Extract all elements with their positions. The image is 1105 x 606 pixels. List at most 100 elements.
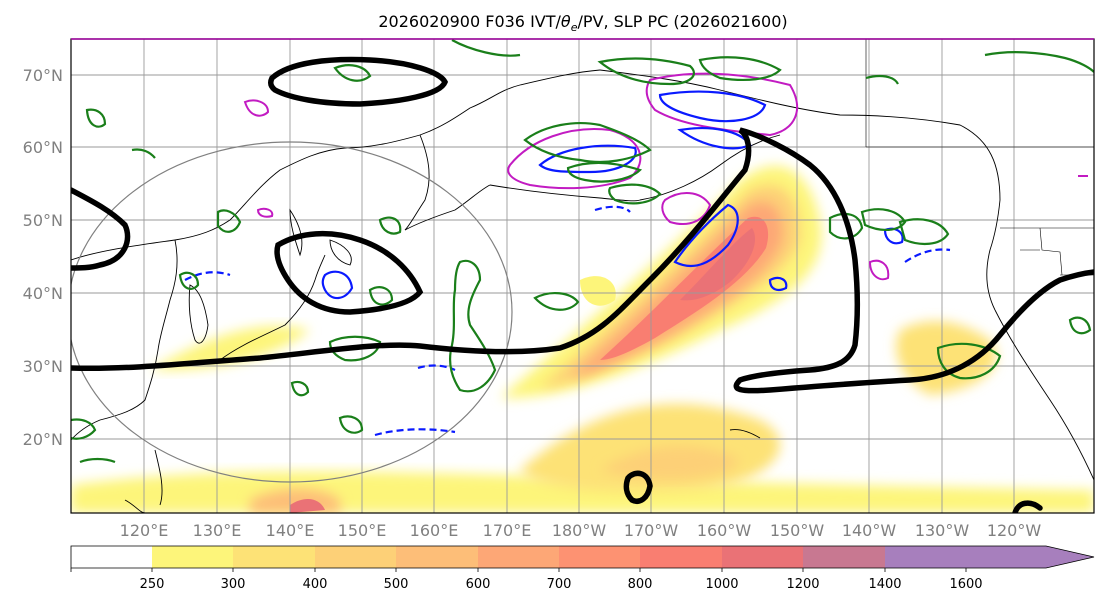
colorbar-segment-500	[396, 546, 478, 568]
theta-e-dashed-1	[374, 428, 456, 437]
theta-e-contour-1	[538, 144, 637, 174]
lon-label-130e: 130°E	[193, 521, 242, 540]
coastlines	[71, 69, 1094, 513]
pv-contour-24	[333, 64, 372, 82]
colorbar-segments	[71, 546, 966, 568]
coast-china	[71, 239, 178, 441]
lat-label-40n: 40°N	[23, 284, 63, 303]
colorbar-segment-300	[233, 546, 315, 568]
coast-aleutians	[489, 184, 641, 202]
colorbar-segment-700	[559, 546, 640, 568]
colorbar-tick-marks	[70, 568, 967, 572]
pv-contour-1	[451, 39, 521, 57]
pv-contour-2	[523, 122, 652, 164]
pv-contour-17	[71, 418, 97, 440]
lon-label-150w: 150°W	[770, 521, 825, 540]
pv-anomaly-contour-4	[243, 99, 270, 117]
colorbar-segment-250	[152, 546, 233, 568]
colorbar-tick-800: 800	[628, 577, 653, 592]
latitude-axis: 70°N 60°N 50°N 40°N 30°N 20°N	[23, 66, 63, 449]
pv-contour-23	[338, 415, 364, 434]
colorbar: 250 300 400 500 600 700 800 1000 1200 14…	[70, 545, 1095, 592]
theta-e-contour-4	[673, 203, 739, 267]
pv-anomaly-contour-5	[256, 207, 274, 218]
lon-label-180w: 180°W	[552, 521, 607, 540]
pv-contour-8	[449, 259, 497, 393]
theta-e-dashed-2	[417, 364, 456, 371]
pv-contour-26	[984, 51, 1094, 73]
colorbar-tick-1000: 1000	[705, 577, 738, 592]
lon-label-140e: 140°E	[266, 521, 315, 540]
colorbar-tick-1400: 1400	[868, 577, 901, 592]
pv-contour-15	[936, 342, 1002, 380]
coast-hokkaido	[329, 239, 352, 266]
pv-contour-22	[290, 380, 310, 397]
lat-label-30n: 30°N	[23, 357, 63, 376]
pv-contour-27	[378, 216, 402, 235]
pv-contour-14	[898, 218, 950, 246]
colorbar-segment-below-250	[71, 546, 152, 568]
lon-label-170e: 170°E	[483, 521, 532, 540]
slp-contours	[71, 56, 1094, 513]
coast-north-america	[599, 69, 1001, 311]
pv-anomaly-contour-3	[661, 192, 712, 225]
slp-contour-west-edge	[71, 187, 131, 271]
longitude-axis: 120°E 130°E 140°E 150°E 160°E 170°E 180°…	[120, 521, 1042, 540]
lon-label-140w: 140°W	[842, 521, 897, 540]
lat-label-60n: 60°N	[23, 138, 63, 157]
lat-label-50n: 50°N	[23, 211, 63, 230]
colorbar-tick-1600: 1600	[949, 577, 982, 592]
lat-label-70n: 70°N	[23, 66, 63, 85]
colorbar-segment-400	[315, 546, 396, 568]
pv-anomaly-contour-6	[868, 259, 890, 281]
pv-contour-16	[1068, 316, 1092, 335]
pv-contour-11	[178, 271, 200, 290]
pv-contour-19	[85, 108, 107, 128]
theta-e-dashed-4	[594, 205, 631, 213]
lon-label-130w: 130°W	[915, 521, 970, 540]
coast-asia-north	[71, 69, 601, 261]
map-panel	[70, 38, 1095, 514]
pv-anomaly-contour-2	[645, 72, 799, 137]
pv-contour-20	[131, 148, 156, 159]
theta-e-dashed-5	[184, 271, 231, 281]
theta-e-contour-6	[768, 276, 788, 291]
lon-label-120e: 120°E	[120, 521, 169, 540]
lon-label-150e: 150°E	[338, 521, 387, 540]
lon-label-120w: 120°W	[987, 521, 1042, 540]
pv-contours	[71, 39, 1094, 464]
theta-e-dashed-contours	[184, 205, 951, 437]
pv-anomaly-contour-1	[507, 128, 642, 190]
lat-label-20n: 20°N	[23, 430, 63, 449]
slp-contour-japan-sea	[274, 230, 424, 315]
coast-japan-honshu	[219, 254, 326, 361]
coast-kamchatka	[404, 134, 430, 231]
colorbar-segment-1400	[885, 546, 966, 568]
pv-contour-9	[533, 292, 580, 311]
pv-contour-25	[865, 74, 899, 85]
pv-contour-6	[608, 183, 662, 205]
theta-e-contour-2	[658, 90, 767, 123]
pv-anomaly-contours	[243, 72, 1088, 281]
colorbar-segment-1200	[803, 546, 885, 568]
pv-contour-10	[368, 286, 394, 306]
slp-contour-main	[71, 127, 1094, 394]
colorbar-tick-700: 700	[547, 577, 572, 592]
colorbar-tick-250: 250	[140, 577, 165, 592]
pv-contour-5	[698, 56, 782, 82]
colorbar-segment-800	[640, 546, 722, 568]
slp-contour-tropical-low	[623, 470, 653, 504]
pv-contour-4	[597, 57, 695, 86]
pv-contour-13	[860, 208, 907, 231]
colorbar-tick-300: 300	[221, 577, 246, 592]
coast-california	[994, 309, 1094, 481]
colorbar-outline	[70, 545, 1095, 569]
ivt-shading-river-max	[680, 228, 756, 301]
lon-label-160e: 160°E	[410, 521, 459, 540]
slp-contour-southeast	[1012, 500, 1043, 513]
colorbar-tick-400: 400	[303, 577, 328, 592]
coast-hawaii	[729, 429, 761, 439]
theta-e-dashed-3	[904, 248, 951, 263]
ivt-shading-japan-plume	[150, 326, 310, 371]
